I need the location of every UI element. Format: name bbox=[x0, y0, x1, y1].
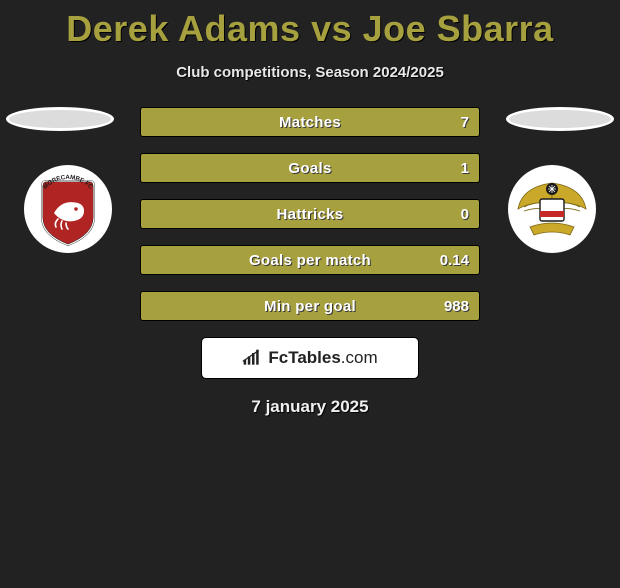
stat-label: Goals per match bbox=[249, 252, 371, 269]
snapshot-date: 7 january 2025 bbox=[0, 397, 620, 417]
stat-value: 0 bbox=[461, 206, 469, 223]
stat-value: 7 bbox=[461, 114, 469, 131]
comparison-area: MORECAMBE FC Matches 7 Goals 1 bbox=[0, 107, 620, 321]
stat-label: Hattricks bbox=[277, 206, 344, 223]
brand-box: FcTables.com bbox=[201, 337, 419, 379]
stat-value: 1 bbox=[461, 160, 469, 177]
page-title: Derek Adams vs Joe Sbarra bbox=[0, 8, 620, 50]
club-badge-right bbox=[502, 159, 602, 259]
brand-name: FcTables bbox=[268, 348, 340, 367]
stat-bar-goals-per-match: Goals per match 0.14 bbox=[140, 245, 480, 275]
player-slot-right bbox=[506, 107, 614, 131]
stat-bar-matches: Matches 7 bbox=[140, 107, 480, 137]
stat-bar-hattricks: Hattricks 0 bbox=[140, 199, 480, 229]
player-slot-left bbox=[6, 107, 114, 131]
stat-label: Matches bbox=[279, 114, 341, 131]
stat-label: Goals bbox=[288, 160, 331, 177]
brand-text: FcTables.com bbox=[268, 348, 377, 368]
doncaster-badge-icon bbox=[502, 159, 602, 259]
stat-value: 988 bbox=[444, 298, 469, 315]
club-badge-left: MORECAMBE FC bbox=[18, 159, 118, 259]
stat-bar-min-per-goal: Min per goal 988 bbox=[140, 291, 480, 321]
stats-bars: Matches 7 Goals 1 Hattricks 0 Goals per … bbox=[140, 107, 480, 321]
page-subtitle: Club competitions, Season 2024/2025 bbox=[0, 64, 620, 81]
stat-bar-goals: Goals 1 bbox=[140, 153, 480, 183]
brand-domain: .com bbox=[341, 348, 378, 367]
stat-value: 0.14 bbox=[440, 252, 469, 269]
stat-label: Min per goal bbox=[264, 298, 356, 315]
morecambe-badge-icon: MORECAMBE FC bbox=[18, 159, 118, 259]
bar-chart-icon bbox=[242, 349, 262, 367]
